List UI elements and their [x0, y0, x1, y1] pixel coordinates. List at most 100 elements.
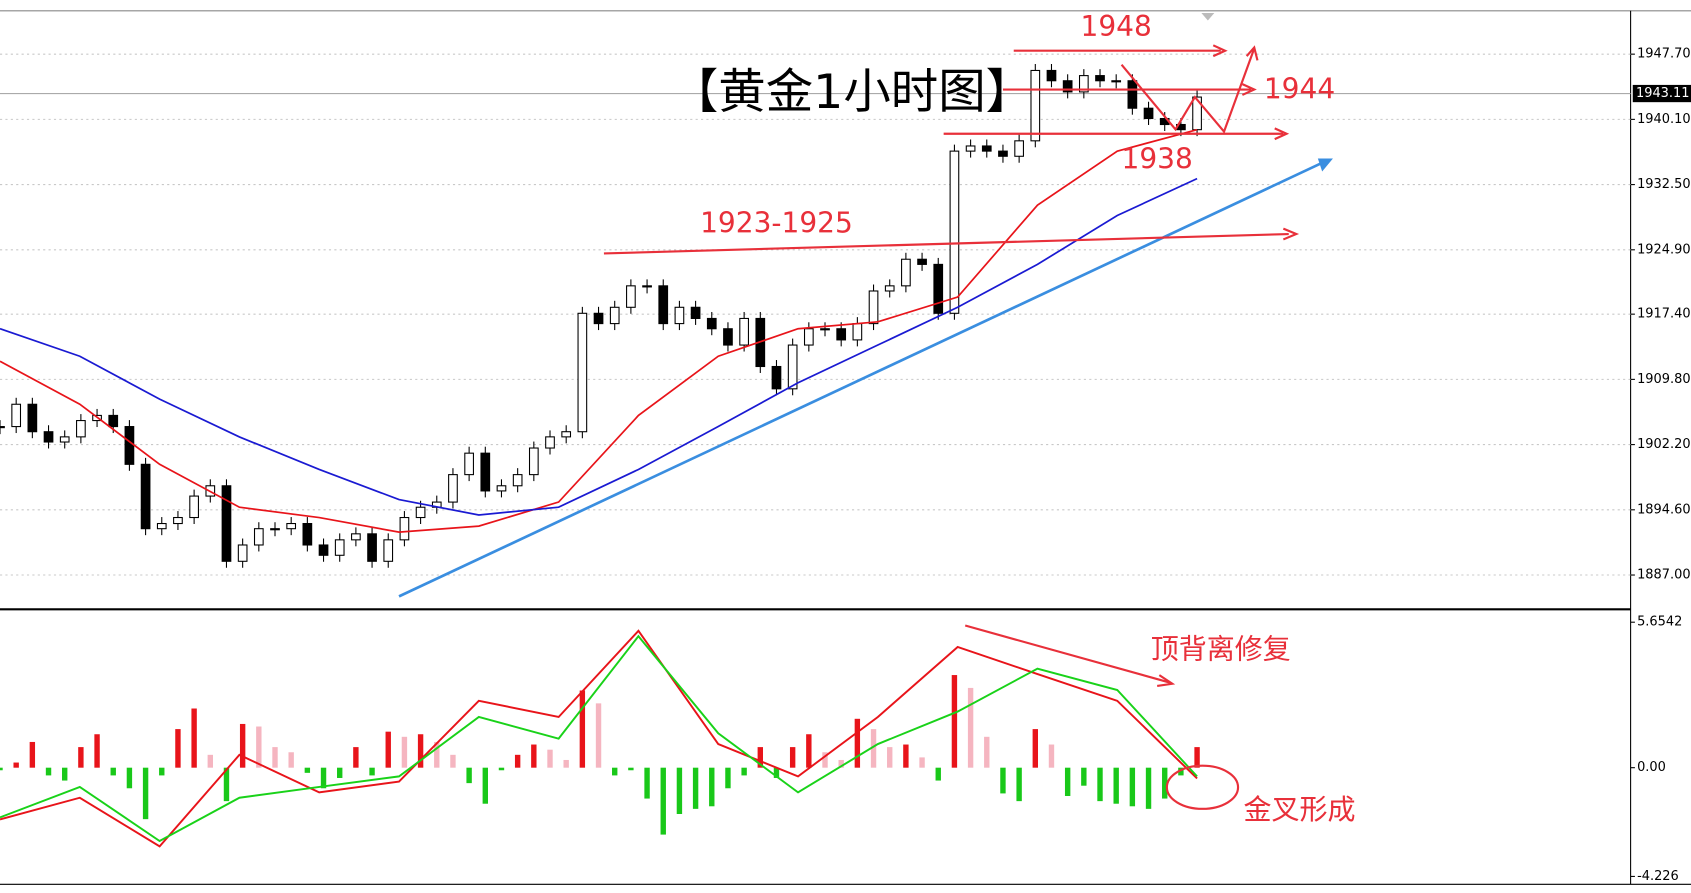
candle [1014, 140, 1024, 157]
candle [658, 285, 669, 325]
candle [884, 285, 895, 292]
chart-title: 【黄金1小时图】 [671, 65, 1033, 120]
histogram-bar [450, 754, 456, 768]
y-tick-label: 5.6542 [1637, 615, 1682, 630]
histogram-bar [644, 767, 650, 799]
annotation: 1944 [1264, 73, 1335, 106]
candle [124, 426, 135, 465]
histogram-bar [175, 729, 181, 768]
y-tick-label: -4.226 [1637, 869, 1679, 884]
candle [415, 506, 426, 519]
candle [173, 516, 183, 525]
candle [480, 452, 491, 492]
candle [787, 344, 798, 390]
histogram-bar [514, 754, 521, 768]
candle [464, 452, 474, 476]
candle [933, 263, 944, 314]
candle [723, 328, 733, 346]
histogram-bar [126, 767, 133, 789]
y-tick-label: 1947.70 [1637, 47, 1691, 62]
candle [577, 312, 588, 433]
histogram-bar [547, 749, 553, 768]
histogram-bar [78, 747, 84, 768]
candle [998, 150, 1008, 157]
candle [545, 436, 555, 449]
ma-line [0, 634, 1198, 843]
histogram-bar [984, 736, 990, 768]
histogram-bar [887, 747, 893, 768]
candle [674, 306, 685, 325]
histogram-bar [854, 718, 861, 768]
candle [528, 447, 539, 476]
histogram-bar [822, 752, 828, 768]
candle [108, 414, 119, 428]
arrow-head [1245, 45, 1259, 61]
ma-line [0, 629, 1198, 848]
candle [561, 431, 572, 438]
arrow-head [1157, 674, 1176, 687]
arrow-head [1317, 158, 1333, 172]
candle [1127, 80, 1138, 109]
shift-marker [1201, 12, 1215, 21]
histogram-bar [434, 741, 440, 768]
grid [0, 53, 1631, 576]
y-tick-label: 1932.50 [1637, 177, 1691, 192]
histogram-bar [304, 767, 311, 773]
candle [868, 290, 879, 325]
histogram-bar [1016, 767, 1022, 802]
histogram-bar [579, 690, 586, 768]
trend-line [398, 160, 1325, 598]
histogram-bar [1178, 767, 1184, 776]
candle [609, 306, 620, 325]
annotation: 金叉形成 [1243, 793, 1355, 826]
histogram-bar [223, 767, 230, 802]
histogram-bar [628, 767, 634, 771]
histogram-bar [725, 767, 731, 789]
histogram-bar [709, 767, 715, 807]
y-tick-label: 1902.20 [1637, 437, 1691, 452]
candle [221, 485, 232, 562]
y-tick-label: 1894.60 [1637, 502, 1691, 517]
candle [334, 539, 345, 556]
histogram-bar [1000, 767, 1006, 794]
histogram-bar [142, 767, 149, 820]
histogram-bar [757, 747, 763, 768]
histogram-bar [1113, 767, 1119, 804]
candle [237, 544, 248, 562]
candle [1095, 75, 1105, 82]
histogram-bar [563, 759, 569, 768]
candle [771, 365, 782, 390]
histogram-bar [612, 767, 618, 776]
y-tick-label: 1887.00 [1637, 568, 1691, 583]
data [0, 63, 1202, 848]
histogram-bar [466, 767, 472, 784]
candle [270, 528, 280, 531]
histogram-bar [272, 747, 278, 768]
candle [901, 258, 911, 287]
candle [1062, 80, 1073, 93]
histogram-bar [0, 767, 3, 771]
histogram-bar [531, 744, 537, 768]
candle [981, 145, 992, 152]
candle [852, 323, 863, 341]
candle [836, 328, 847, 341]
drawings [398, 44, 1333, 810]
candle [11, 403, 22, 428]
candle [0, 426, 5, 429]
candle [593, 312, 604, 325]
histogram-bar [967, 687, 974, 768]
ma-line [0, 177, 1198, 516]
annotation: 1948 [1081, 10, 1152, 43]
histogram-bar [595, 703, 602, 768]
candle [706, 317, 717, 330]
histogram-bar [806, 734, 812, 768]
histogram-bar [256, 726, 262, 768]
histogram-bar [870, 729, 877, 768]
histogram-bar [741, 767, 747, 776]
y-tick-label: 1940.10 [1637, 112, 1691, 127]
histogram-bar [417, 734, 424, 768]
cross-circle [1165, 764, 1240, 810]
histogram-bar [838, 759, 844, 768]
